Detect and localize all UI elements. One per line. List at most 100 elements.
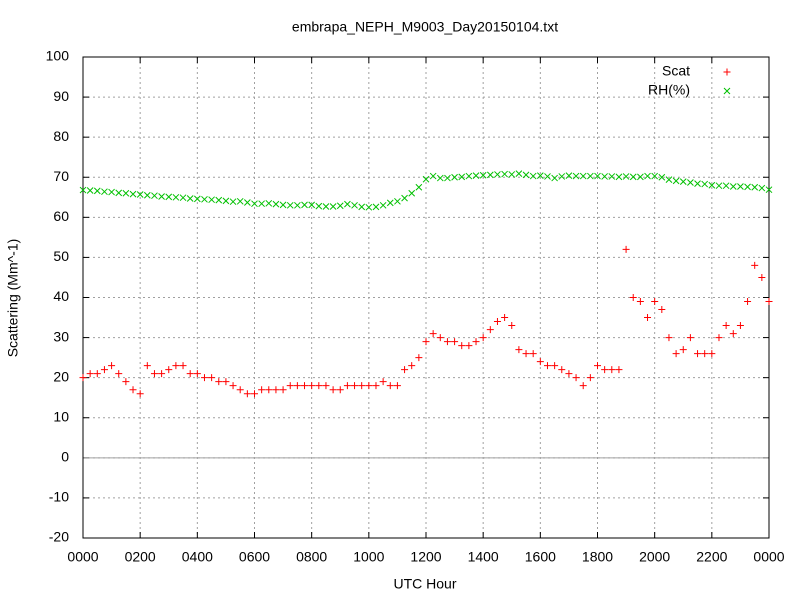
data-point <box>150 370 158 378</box>
data-point <box>308 382 316 390</box>
x-tick-label: 1400 <box>468 549 499 565</box>
data-point <box>272 386 280 394</box>
data-point <box>665 334 673 342</box>
data-point <box>200 374 208 382</box>
data-point <box>365 382 373 390</box>
data-point <box>393 382 401 390</box>
legend-marker <box>723 87 731 95</box>
data-point <box>222 378 230 386</box>
y-axis-label: Scattering (Mm^-1) <box>5 239 21 358</box>
data-point <box>436 174 444 182</box>
data-point <box>729 183 737 190</box>
data-point <box>579 382 587 390</box>
data-point <box>329 386 337 394</box>
x-tick-label: 0200 <box>125 549 156 565</box>
data-point <box>551 362 559 370</box>
y-tick-label: 80 <box>53 128 69 144</box>
data-point <box>286 382 294 390</box>
data-point <box>308 201 316 209</box>
data-point <box>422 175 430 183</box>
data-point <box>172 362 180 370</box>
data-point <box>158 370 166 378</box>
x-tick-label: 1600 <box>525 549 556 565</box>
data-point <box>279 201 287 209</box>
data-point <box>479 334 487 342</box>
data-point <box>336 202 344 210</box>
data-point <box>622 245 630 253</box>
data-point <box>258 386 266 394</box>
data-point <box>536 172 544 180</box>
data-point <box>172 193 180 201</box>
data-point <box>729 330 737 338</box>
data-point <box>258 200 265 208</box>
data-point <box>658 173 666 181</box>
data-point <box>744 183 751 191</box>
data-point <box>608 366 616 374</box>
data-point <box>493 318 501 326</box>
data-point <box>601 366 609 374</box>
data-point <box>658 306 666 314</box>
data-point <box>93 370 101 378</box>
data-point <box>344 200 351 208</box>
data-point <box>79 186 87 194</box>
data-point <box>301 201 308 209</box>
data-point <box>201 195 208 203</box>
data-point <box>265 199 273 207</box>
x-tick-label: 0000 <box>753 549 784 565</box>
data-point <box>401 366 409 374</box>
data-point <box>143 362 151 370</box>
data-point <box>179 194 187 202</box>
data-point <box>687 179 694 186</box>
data-point <box>158 193 165 200</box>
data-point <box>108 188 115 196</box>
y-tick-label: 40 <box>53 288 69 304</box>
data-point <box>315 202 323 210</box>
data-point <box>565 370 573 378</box>
y-tick-label: 30 <box>53 328 69 344</box>
data-point <box>501 314 509 322</box>
data-point <box>737 183 744 190</box>
data-point <box>672 177 680 185</box>
data-point <box>758 184 766 192</box>
data-point <box>351 201 358 209</box>
data-point <box>701 180 709 188</box>
data-point <box>594 362 601 370</box>
data-point <box>415 183 423 191</box>
data-point <box>186 370 194 378</box>
data-point <box>329 203 337 210</box>
data-point <box>543 362 551 370</box>
data-point <box>129 190 137 198</box>
data-point <box>608 173 616 180</box>
data-point <box>472 172 480 180</box>
x-tick-label: 1000 <box>353 549 384 565</box>
data-point <box>100 366 108 374</box>
data-point <box>408 362 416 370</box>
data-point <box>494 171 501 178</box>
data-point <box>751 261 759 269</box>
chart-title: embrapa_NEPH_M9003_Day20150104.txt <box>292 19 558 35</box>
data-point <box>408 189 416 197</box>
data-point <box>294 201 301 209</box>
data-point <box>472 338 480 346</box>
data-point <box>236 197 244 205</box>
data-point <box>358 203 366 211</box>
data-point <box>101 188 108 196</box>
data-point <box>93 187 101 195</box>
data-point <box>265 386 273 394</box>
data-point <box>615 366 623 374</box>
data-point <box>386 199 394 207</box>
data-point <box>486 326 494 334</box>
data-point <box>251 200 258 208</box>
y-tick-label: 100 <box>46 48 70 64</box>
data-point <box>644 314 652 322</box>
data-point <box>401 194 408 202</box>
data-point <box>522 350 530 358</box>
data-point <box>572 374 580 382</box>
data-point <box>322 382 330 390</box>
data-point <box>351 382 359 390</box>
data-point <box>586 374 594 382</box>
data-point <box>429 172 437 180</box>
x-tick-label: 2200 <box>696 549 727 565</box>
data-point <box>558 366 566 374</box>
legend-marker <box>723 68 731 76</box>
